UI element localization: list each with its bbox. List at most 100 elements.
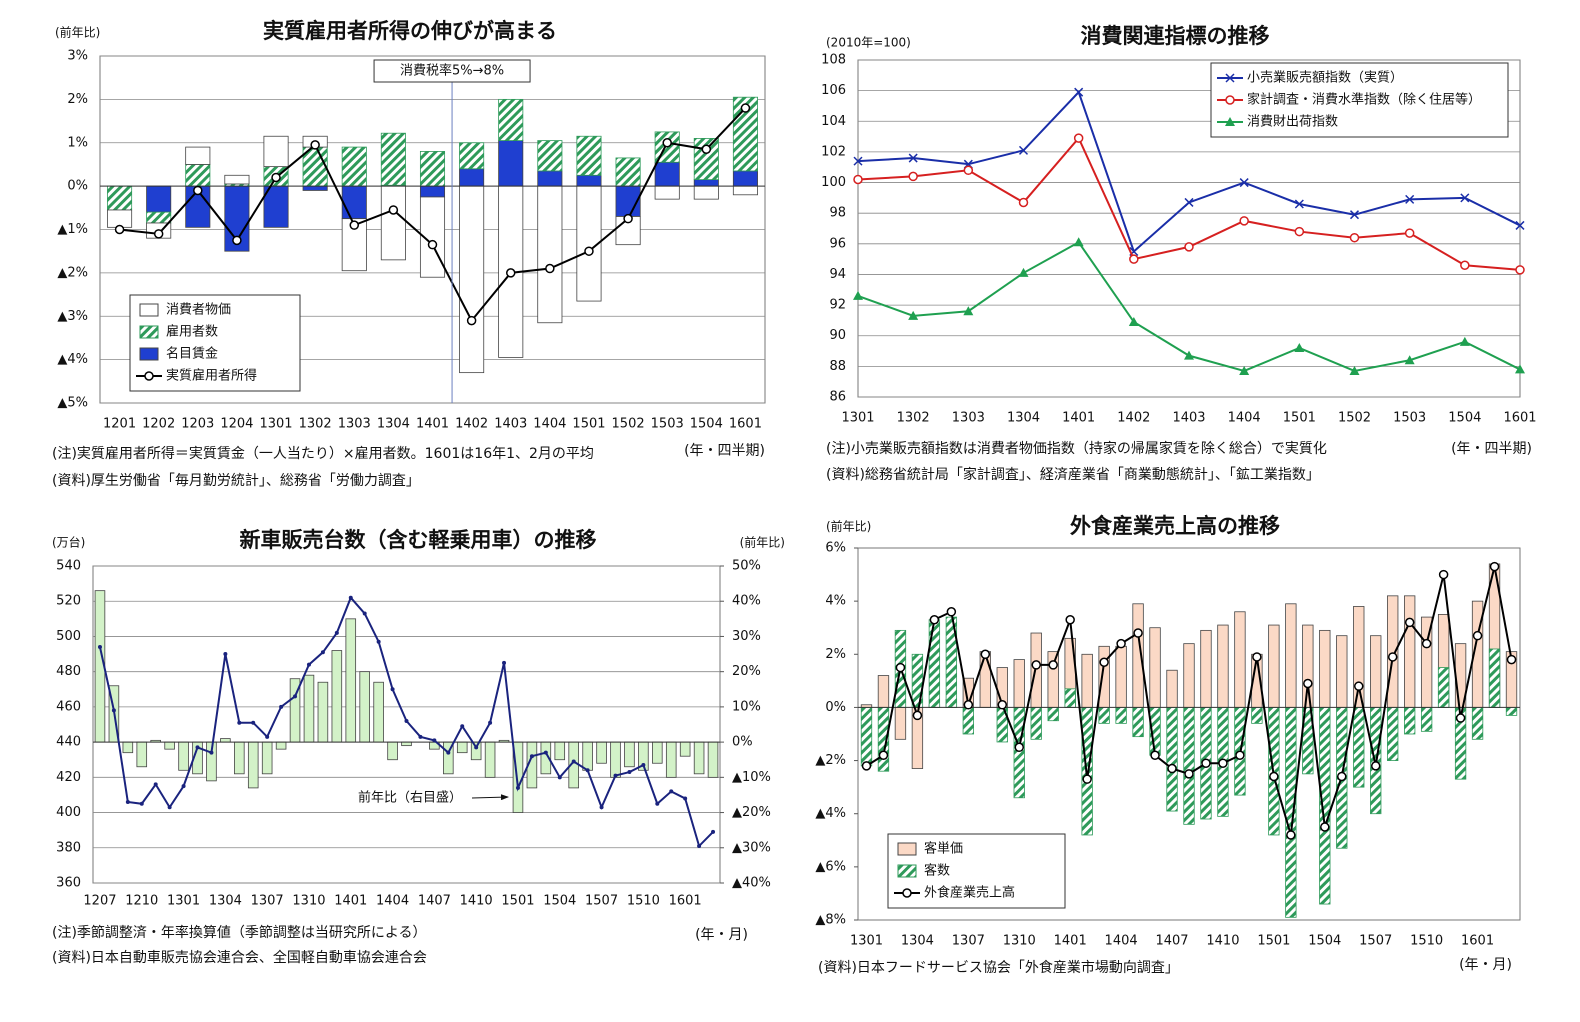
- bar: [107, 185, 133, 211]
- marker: [376, 639, 381, 644]
- x-tick-label: 1501: [572, 417, 605, 432]
- marker: [111, 708, 116, 713]
- x-tick-label: 1401: [334, 894, 367, 909]
- legend-swatch: [139, 347, 159, 361]
- x-tick-label: 1404: [1228, 411, 1261, 426]
- marker: [697, 844, 702, 849]
- note: (注)実質雇用者所得＝実質賃金（一人当たり）×雇用者数。1601は16年1、2月…: [52, 445, 594, 462]
- x-tick-label: 1510: [1410, 934, 1443, 949]
- bar: [693, 741, 705, 775]
- bar: [1437, 667, 1450, 708]
- marker: [1184, 242, 1194, 252]
- bar: [1064, 688, 1076, 708]
- bar: [732, 185, 758, 196]
- x-tick-label: 1304: [1007, 411, 1040, 426]
- bar: [373, 681, 384, 743]
- marker: [1294, 199, 1304, 209]
- y2-tick-label: 20%: [732, 664, 761, 679]
- marker: [912, 710, 923, 721]
- legend-marker: [902, 888, 912, 898]
- marker: [683, 796, 688, 801]
- marker: [114, 224, 125, 235]
- marker: [293, 694, 298, 699]
- bar: [1115, 707, 1127, 724]
- marker: [1239, 365, 1250, 375]
- bar: [582, 741, 593, 771]
- bar: [341, 185, 367, 220]
- bar: [470, 741, 482, 761]
- bar: [1013, 659, 1025, 708]
- marker: [153, 782, 158, 787]
- bar: [652, 741, 663, 764]
- legend-swatch: [139, 325, 159, 339]
- bar: [1420, 707, 1433, 732]
- y-tick-label: 104: [821, 114, 846, 129]
- bar: [1285, 707, 1297, 918]
- x-tick-label: 1207: [83, 894, 116, 909]
- x-tick-label: 1301: [850, 934, 883, 949]
- marker: [701, 144, 712, 155]
- chart-title: 消費関連指標の推移: [1081, 24, 1270, 48]
- marker: [1218, 758, 1228, 768]
- bar: [1217, 624, 1229, 708]
- bar: [261, 741, 273, 775]
- marker: [1460, 260, 1470, 271]
- x-tick-label: 1507: [1359, 934, 1392, 949]
- x-tick-label: 1504: [1448, 411, 1481, 426]
- bar: [136, 741, 148, 768]
- x-tick-label: 1401: [416, 417, 449, 432]
- x-tick-label: 1303: [338, 417, 371, 432]
- marker: [1252, 652, 1262, 662]
- bar: [1166, 669, 1178, 708]
- marker: [1150, 750, 1160, 761]
- note: (注)季節調整済・年率換算値（季節調整は当研究所による）: [52, 924, 427, 941]
- bar: [224, 174, 250, 185]
- x-tick-label: 1601: [1503, 411, 1536, 426]
- marker: [908, 310, 919, 320]
- x-tick-label: 1302: [299, 417, 332, 432]
- bar: [419, 151, 446, 187]
- marker: [545, 263, 555, 274]
- x-tick-label: 1404: [376, 894, 409, 909]
- marker: [515, 785, 520, 790]
- x-axis-label: (年・四半期): [684, 443, 765, 459]
- marker: [488, 720, 493, 725]
- bar: [1098, 645, 1110, 708]
- marker: [223, 652, 228, 657]
- x-tick-label: 1203: [181, 417, 214, 432]
- marker: [1116, 638, 1126, 649]
- y-axis-label: (前年比): [55, 25, 100, 40]
- bar: [554, 741, 566, 761]
- marker: [1370, 761, 1381, 771]
- bar: [331, 650, 343, 743]
- marker: [853, 290, 863, 300]
- bar: [615, 157, 641, 187]
- marker: [1303, 678, 1313, 689]
- marker: [623, 213, 633, 224]
- y-tick-label: 2%: [825, 647, 846, 662]
- marker: [1405, 194, 1415, 204]
- plot-area: [92, 565, 721, 884]
- x-tick-label: 1307: [251, 894, 284, 909]
- x-tick-label: 1501: [1257, 934, 1290, 949]
- marker: [418, 734, 423, 739]
- x-tick-label: 1503: [1393, 411, 1426, 426]
- marker: [1349, 365, 1360, 375]
- bar: [1115, 645, 1127, 708]
- marker: [1184, 197, 1194, 207]
- y-tick-label: 420: [56, 770, 81, 785]
- y2-tick-label: 30%: [732, 629, 761, 644]
- y2-tick-label: 40%: [732, 594, 761, 609]
- marker: [641, 763, 646, 768]
- bar: [341, 146, 367, 187]
- marker: [1438, 569, 1449, 580]
- note: (注)小売業販売額指数は消費者物価指数（持家の帰属家賃を除く総合）で実質化: [826, 440, 1327, 457]
- bar: [220, 738, 231, 743]
- bar: [576, 174, 602, 187]
- y-tick-label: ▲2%: [815, 753, 846, 768]
- note: (資料)日本自動車販売協会連合会、全国軽自動車協会連合会: [52, 949, 427, 966]
- x-tick-label: 1501: [1283, 411, 1316, 426]
- legend-label: 家計調査・消費水準指数（除く住居等）: [1247, 92, 1481, 108]
- marker: [1349, 210, 1360, 220]
- x-tick-label: 1401: [1062, 411, 1095, 426]
